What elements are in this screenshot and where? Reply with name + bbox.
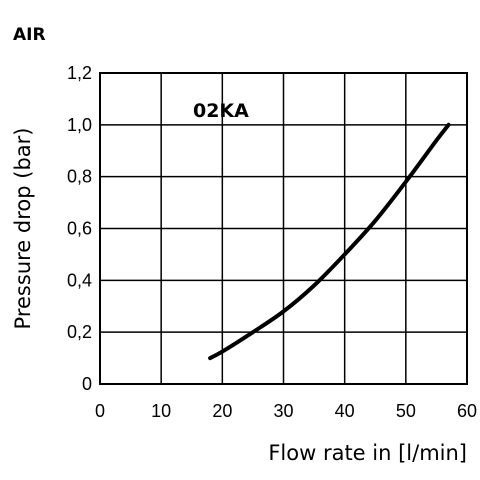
x-tick-labels: 0 10 20 30 40 50 60 bbox=[95, 401, 477, 421]
y-tick-label: 0,4 bbox=[67, 270, 92, 290]
x-tick-label: 0 bbox=[95, 401, 105, 421]
x-tick-label: 30 bbox=[273, 401, 293, 421]
x-tick-label: 20 bbox=[212, 401, 232, 421]
grid bbox=[100, 73, 467, 384]
y-tick-label: 1,0 bbox=[67, 115, 92, 135]
y-tick-label: 0,2 bbox=[67, 322, 92, 342]
x-tick-label: 40 bbox=[335, 401, 355, 421]
y-tick-label: 0,8 bbox=[67, 167, 92, 187]
series-line-02ka bbox=[208, 122, 451, 361]
x-tick-label: 50 bbox=[396, 401, 416, 421]
x-tick-label: 60 bbox=[457, 401, 477, 421]
y-tick-label: 1,2 bbox=[67, 63, 92, 83]
plot-frame bbox=[99, 72, 468, 385]
y-tick-label: 0 bbox=[82, 374, 92, 394]
y-tick-label: 0,6 bbox=[67, 219, 92, 239]
series-label-02ka: 02KA bbox=[193, 100, 249, 122]
y-tick-labels: 0 0,2 0,4 0,6 0,8 1,0 1,2 bbox=[67, 63, 92, 394]
y-axis-label: Pressure drop (bar) bbox=[11, 128, 35, 330]
x-tick-label: 10 bbox=[151, 401, 171, 421]
chart-heading: AIR bbox=[13, 25, 46, 45]
x-axis-label: Flow rate in [l/min] bbox=[268, 441, 467, 465]
